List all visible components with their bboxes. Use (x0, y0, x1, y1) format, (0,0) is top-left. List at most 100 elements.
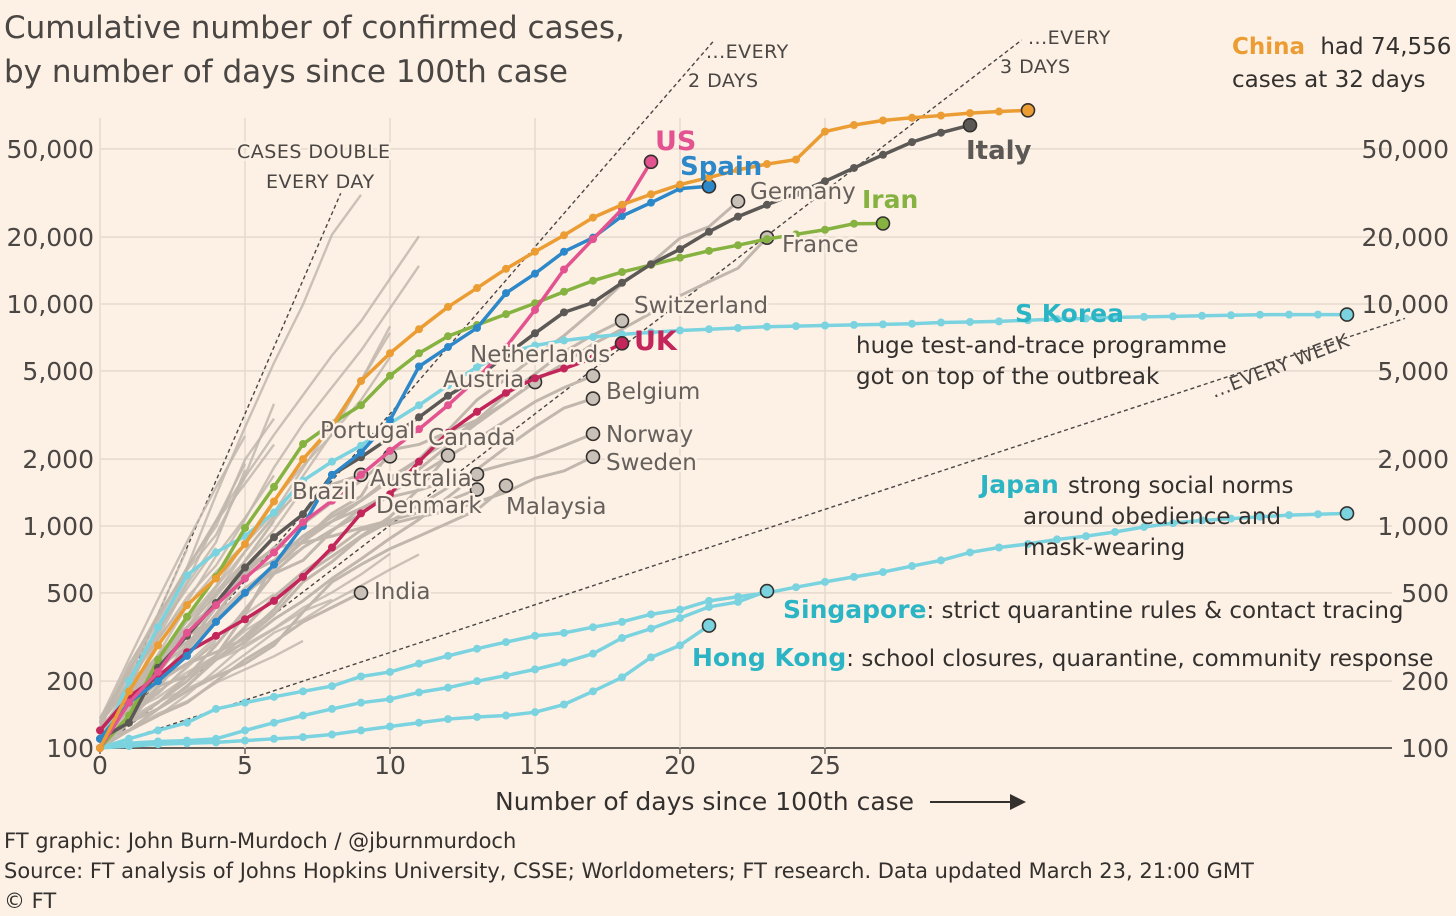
end-point-germany (730, 194, 746, 209)
data-point-japan (821, 577, 829, 586)
end-point-australia (469, 466, 485, 482)
data-point-us (502, 343, 510, 352)
data-point-singapore (299, 711, 307, 720)
data-point-spain (415, 362, 423, 371)
end-point-india (353, 585, 369, 601)
data-point-us (241, 574, 249, 583)
y-tick-label-right: 200 (1401, 667, 1449, 696)
data-point-china (705, 173, 713, 182)
data-point-hong-kong (560, 700, 568, 709)
data-point-spain (270, 560, 278, 569)
label-denmark: Denmark (376, 493, 482, 519)
data-point-iran (386, 371, 394, 380)
data-point-s-korea (1024, 316, 1032, 325)
data-point-china (154, 641, 162, 650)
data-point-s-korea (212, 548, 220, 557)
data-point-us (560, 265, 568, 274)
data-point-japan (1314, 510, 1322, 519)
data-point-japan (966, 548, 974, 557)
data-point-japan (473, 644, 481, 653)
data-point-spain (647, 198, 655, 207)
data-point-iran (589, 276, 597, 285)
hong-kong-annotation: Hong Kong: school closures, quarantine, … (692, 643, 1433, 672)
label-us: US (655, 126, 696, 157)
data-point-s-korea (1227, 311, 1235, 320)
data-point-hong-kong (183, 739, 191, 748)
data-point-s-korea (154, 623, 162, 632)
data-point-china (299, 455, 307, 464)
data-point-italy (850, 163, 858, 172)
data-point-spain (531, 269, 539, 278)
data-point-china (821, 127, 829, 136)
y-tick-label-right: 10,000 (1362, 290, 1449, 319)
data-point-singapore (705, 602, 713, 611)
y-tick-label-right: 20,000 (1362, 223, 1449, 252)
japan-note-1: strong social norms (1068, 473, 1294, 499)
label-belgium: Belgium (606, 379, 700, 405)
end-point-japan (1339, 506, 1355, 521)
data-point-us (531, 305, 539, 314)
data-point-japan (1169, 519, 1177, 528)
ref-label-2days-2: 2 DAYS (688, 70, 759, 92)
japan-note-2: around obedience and (1023, 504, 1281, 530)
data-point-spain (183, 651, 191, 660)
data-point-s-korea (821, 321, 829, 330)
data-point-iran (415, 349, 423, 358)
label-iran: Iran (862, 185, 918, 214)
y-tick-label-left: 2,000 (22, 445, 94, 474)
end-point-belgium (585, 391, 601, 406)
data-point-italy (270, 533, 278, 542)
data-point-japan (212, 704, 220, 713)
data-point-uk (212, 631, 220, 640)
data-point-singapore (328, 704, 336, 713)
singapore-note: : strict quarantine rules & contact trac… (927, 598, 1404, 624)
label-malaysia: Malaysia (506, 494, 607, 520)
x-tick-label: 25 (809, 751, 841, 780)
data-point-us (589, 235, 597, 244)
data-point-japan (154, 726, 162, 735)
data-point-spain (560, 247, 568, 256)
data-point-hong-kong (415, 718, 423, 727)
data-point-italy (879, 150, 887, 159)
data-point-iran (792, 230, 800, 239)
data-point-china (502, 264, 510, 273)
data-point-italy (763, 200, 771, 209)
ref-label-day-1: CASES DOUBLE (237, 141, 391, 163)
end-point-netherlands (585, 368, 601, 384)
end-point-us (643, 154, 659, 170)
series-line-s-korea (98, 312, 1347, 749)
x-tick-label: 15 (519, 751, 551, 780)
footer-source: Source: FT analysis of Johns Hopkins Uni… (4, 859, 1254, 883)
data-point-japan (531, 631, 539, 640)
data-point-singapore (676, 614, 684, 623)
data-point-china (937, 111, 945, 120)
y-tick-label-left: 20,000 (7, 223, 94, 252)
data-point-japan (1082, 532, 1090, 541)
data-point-italy (676, 245, 684, 254)
data-point-italy (241, 563, 249, 572)
x-axis-title: Number of days since 100th case (495, 787, 914, 816)
singapore-annotation: Singapore: strict quarantine rules & con… (783, 595, 1404, 624)
y-tick-label-left: 5,000 (22, 357, 94, 386)
china-name-label: China (1232, 34, 1305, 60)
chart-title-line-1: Cumulative number of confirmed cases, (4, 10, 625, 46)
data-point-s-korea (850, 320, 858, 329)
data-point-iran (850, 219, 858, 228)
end-point-denmark (469, 482, 485, 497)
data-point-s-korea (444, 381, 452, 390)
data-point-china (444, 302, 452, 311)
data-point-s-korea (357, 441, 365, 450)
end-point-uk (614, 336, 630, 351)
japan-note-3: mask-wearing (1023, 535, 1185, 561)
y-tick-label-right: 2,000 (1377, 445, 1449, 474)
label-s-korea: S Korea (1015, 299, 1124, 328)
data-point-italy (444, 391, 452, 400)
chart-title-line-2: by number of days since 100th case (4, 54, 568, 90)
data-point-spain (154, 677, 162, 686)
x-tick-label: 0 (92, 751, 108, 780)
end-point-malaysia (498, 478, 514, 493)
data-point-spain (357, 448, 365, 457)
data-point-japan (1140, 522, 1148, 531)
data-point-japan (1198, 516, 1206, 525)
